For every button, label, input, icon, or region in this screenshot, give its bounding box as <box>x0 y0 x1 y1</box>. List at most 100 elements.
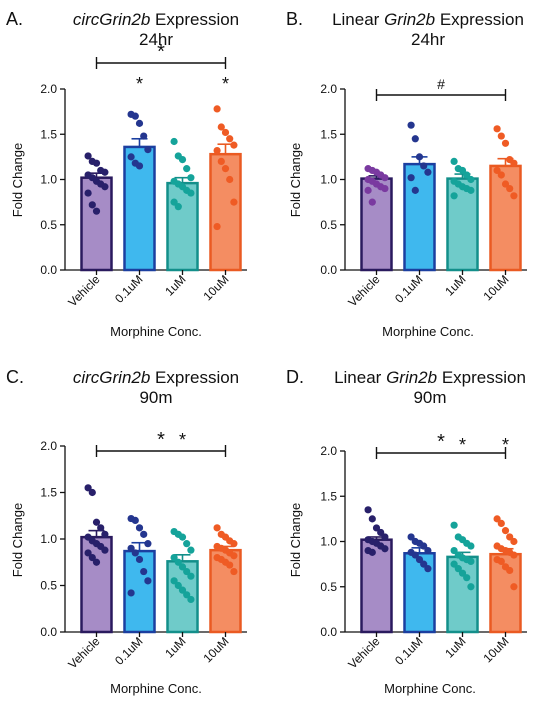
data-point <box>178 563 187 571</box>
x-tick-label-10uM: 10uM <box>480 634 511 665</box>
data-point <box>364 506 372 514</box>
x-tick-label-Vehicle: Vehicle <box>345 634 382 671</box>
data-point <box>407 174 415 182</box>
data-point <box>226 561 234 569</box>
bar-0.1uM <box>403 552 436 634</box>
panel-subtitle: 90m <box>413 388 446 407</box>
data-point <box>170 554 178 562</box>
data-point <box>213 105 221 113</box>
data-point <box>92 207 101 215</box>
x-tick-label-Vehicle: Vehicle <box>345 272 382 309</box>
data-point <box>131 112 139 120</box>
y-tick-label: 0.0 <box>40 625 57 639</box>
data-point <box>178 586 187 594</box>
data-point <box>221 128 230 137</box>
data-point <box>135 162 144 170</box>
data-point <box>101 530 109 538</box>
data-point <box>501 180 510 188</box>
data-point <box>135 555 144 564</box>
data-point <box>187 546 195 554</box>
data-point <box>170 577 178 585</box>
panel-letter: B. <box>286 9 303 29</box>
data-point <box>450 521 458 529</box>
y-tick-label: 1.0 <box>320 535 337 549</box>
data-point <box>101 546 109 554</box>
bracket-significance: # <box>437 76 445 92</box>
bracket-significance: * <box>437 431 445 453</box>
data-point <box>510 192 518 200</box>
panel-letter: D. <box>286 367 304 387</box>
data-point <box>501 527 510 535</box>
y-tick-label: 1.5 <box>40 127 57 141</box>
significance-star: * <box>179 430 186 450</box>
title-gene: circGrin2b <box>73 368 150 387</box>
data-point <box>368 515 376 523</box>
y-tick-label: 0.5 <box>320 218 337 232</box>
data-point <box>127 153 135 161</box>
bracket-significance: * <box>157 41 165 63</box>
data-point <box>230 198 238 206</box>
data-point <box>140 132 148 140</box>
x-tick-label-Vehicle: Vehicle <box>65 634 102 671</box>
data-point <box>131 516 139 525</box>
data-point <box>493 125 501 133</box>
data-point <box>506 533 514 541</box>
data-point <box>506 184 514 193</box>
title-rest: Expression <box>435 10 524 29</box>
data-point <box>510 583 518 591</box>
data-point <box>497 557 505 566</box>
data-point <box>144 577 152 585</box>
x-tick-label-0.1uM: 0.1uM <box>112 634 145 667</box>
data-point <box>183 540 191 548</box>
data-point <box>140 567 148 576</box>
data-point <box>454 565 462 573</box>
data-point <box>213 146 221 155</box>
y-tick-label: 1.0 <box>40 532 57 546</box>
data-point <box>230 567 238 576</box>
panel-c: C. circGrin2b Expression 90m Morphine Co… <box>6 367 247 696</box>
data-point <box>450 546 458 555</box>
data-point <box>424 546 432 555</box>
x-tick-label-1uM: 1uM <box>442 634 468 660</box>
data-point <box>174 558 182 566</box>
data-point <box>92 558 101 566</box>
data-point <box>467 583 475 591</box>
data-point <box>183 165 191 173</box>
panel-title: Linear Grin2b Expression <box>334 368 526 387</box>
y-axis-label: Fold Change <box>288 503 303 577</box>
data-point <box>140 530 148 538</box>
panel-title: Linear Grin2b Expression <box>332 10 524 29</box>
data-point <box>88 201 96 209</box>
x-tick-label-1uM: 1uM <box>442 272 468 298</box>
data-point <box>183 567 191 576</box>
y-tick-label: 0.5 <box>40 218 57 232</box>
data-point <box>510 551 518 559</box>
data-point <box>84 189 92 197</box>
y-tick-label: 0.0 <box>40 263 57 277</box>
panel-letter: A. <box>6 9 23 29</box>
data-point <box>144 540 152 548</box>
title-gene: circGrin2b <box>73 10 150 29</box>
title-gene: Grin2b <box>384 10 435 29</box>
data-point <box>368 548 376 556</box>
x-tick-label-0.1uM: 0.1uM <box>392 272 425 305</box>
y-axis-label: Fold Change <box>10 143 25 217</box>
data-point <box>213 524 221 532</box>
y-tick-label: 2.0 <box>40 439 57 453</box>
plot-area: 0.0 0.5 1.0 1.5 2.0 Vehicle 0.1uM * 1uM 10uM * * <box>40 41 247 309</box>
data-point <box>97 524 105 532</box>
data-point <box>467 175 475 184</box>
data-point <box>230 141 238 149</box>
data-point <box>450 560 458 568</box>
significance-star: * <box>222 74 229 94</box>
data-point <box>135 524 144 532</box>
significance-star: * <box>136 74 143 94</box>
data-point <box>187 189 195 197</box>
data-point <box>497 132 505 140</box>
data-point <box>217 157 225 165</box>
data-point <box>84 549 92 557</box>
data-point <box>510 537 518 546</box>
y-tick-label: 2.0 <box>320 444 337 458</box>
data-point <box>407 533 415 541</box>
x-tick-label-1uM: 1uM <box>162 272 188 298</box>
